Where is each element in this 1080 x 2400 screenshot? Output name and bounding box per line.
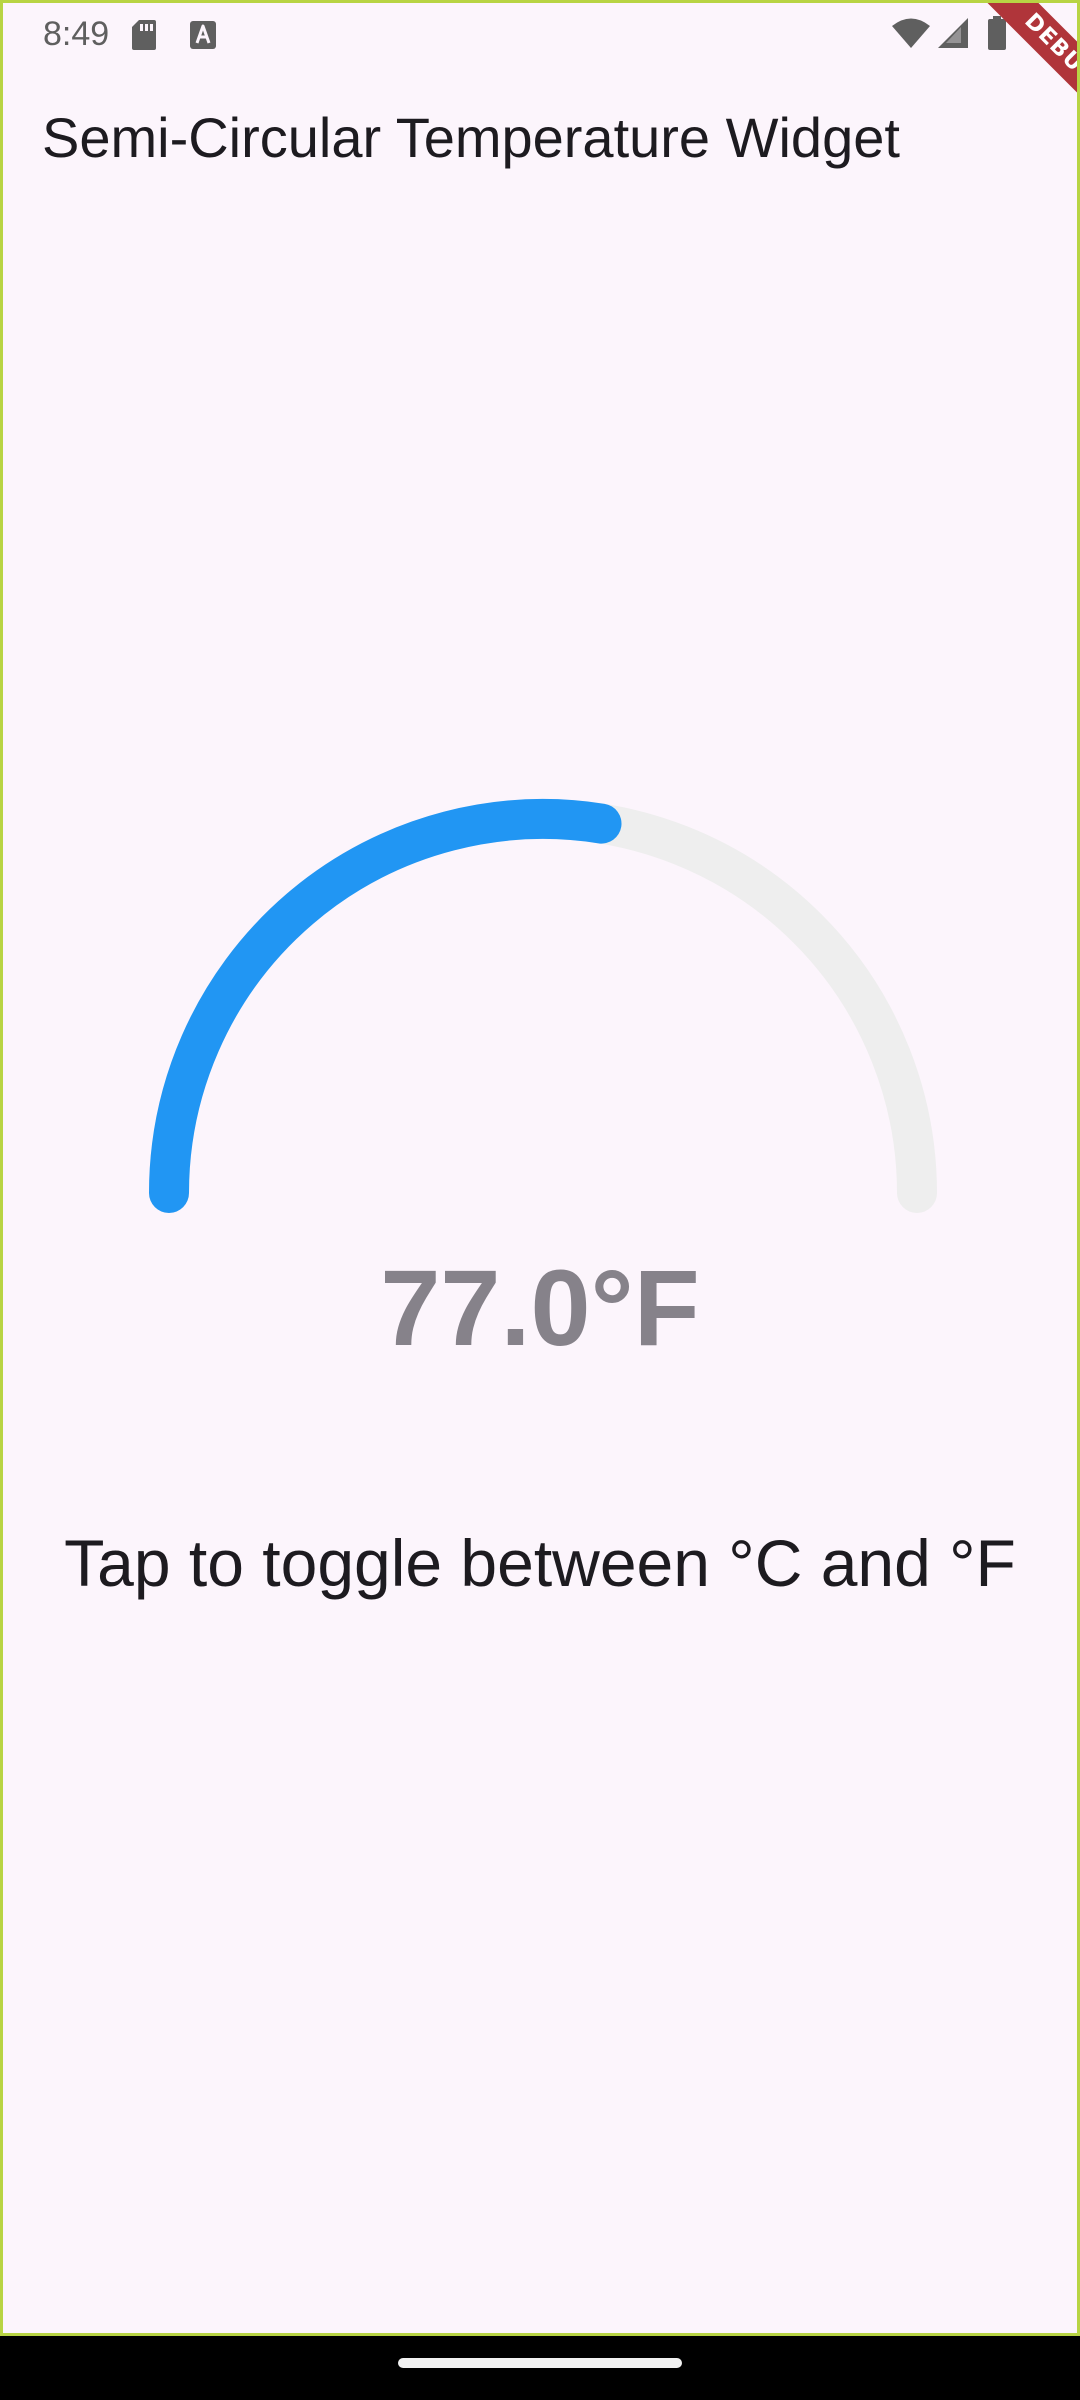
app-bar: Semi-Circular Temperature Widget <box>3 65 1077 215</box>
gauge-svg[interactable] <box>3 3 1077 1303</box>
gauge-track <box>149 799 937 1213</box>
temperature-gauge[interactable]: 77.0°F <box>3 3 1077 2333</box>
wifi-icon <box>892 18 930 48</box>
page-title: Semi-Circular Temperature Widget <box>42 106 900 169</box>
gauge-fill <box>149 799 622 1213</box>
keyboard-a-icon <box>190 21 216 49</box>
sd-card-icon <box>132 20 156 50</box>
navigation-bar <box>0 2336 1080 2400</box>
toggle-hint: Tap to toggle between °C and °F <box>64 1526 1016 1600</box>
status-time: 8:49 <box>43 15 110 53</box>
home-handle[interactable] <box>398 2358 682 2368</box>
temperature-value[interactable]: 77.0°F <box>380 1247 700 1368</box>
signal-icon <box>938 18 968 48</box>
app-screen: 8:49 Semi-Circular Temperature Widget <box>0 0 1080 2336</box>
